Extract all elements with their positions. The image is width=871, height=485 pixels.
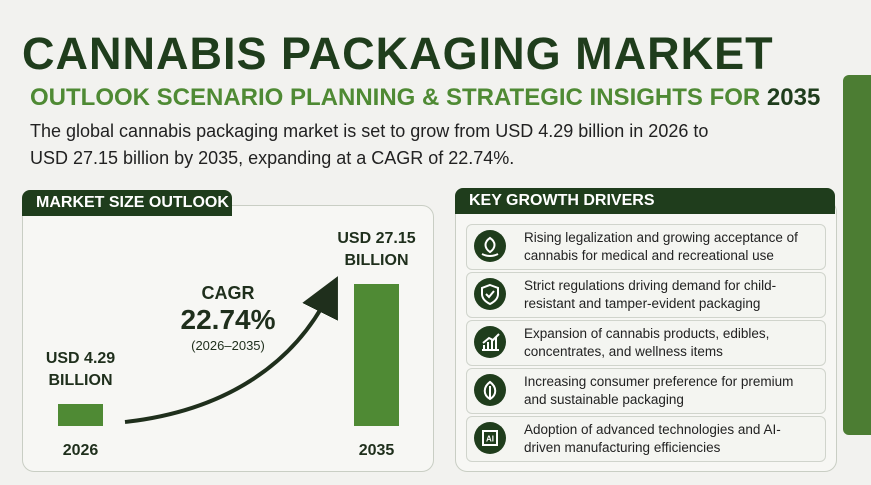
- cagr-period: (2026–2035): [191, 338, 265, 353]
- subtitle: OUTLOOK SCENARIO PLANNING & STRATEGIC IN…: [30, 84, 820, 112]
- subtitle-year: 2035: [766, 84, 821, 111]
- driver-icon: [474, 326, 506, 358]
- driver-text: Strict regulations driving demand for ch…: [524, 278, 777, 311]
- driver-text: Expansion of cannabis products, edibles,…: [524, 326, 770, 359]
- growth-arrow: [124, 276, 338, 424]
- summary: The global cannabis packaging market is …: [30, 121, 709, 168]
- driver-icon: [474, 374, 506, 406]
- cagr-value: 22.74%: [180, 304, 276, 335]
- driver-text: Increasing consumer preference for premi…: [524, 374, 794, 407]
- driver-icon: AI: [474, 422, 506, 454]
- x-tick-label: 2035: [358, 442, 395, 459]
- driver-item: Expansion of cannabis products, edibles,…: [466, 320, 826, 366]
- drivers-title: KEY GROWTH DRIVERS: [455, 188, 835, 214]
- value-label: USD 27.15 BILLION: [337, 230, 416, 269]
- title: CANNABIS PACKAGING MARKET: [22, 28, 774, 79]
- driver-item: AI Adoption of advanced technologies and …: [466, 416, 826, 462]
- driver-icon: [474, 230, 506, 262]
- driver-item: Strict regulations driving demand for ch…: [466, 272, 826, 318]
- driver-text: Rising legalization and growing acceptan…: [524, 230, 798, 263]
- driver-icon: [474, 278, 506, 310]
- cagr-annotation: CAGR 22.74% (2026–2035): [173, 283, 283, 353]
- driver-text: Adoption of advanced technologies and AI…: [524, 422, 781, 455]
- driver-item: Increasing consumer preference for premi…: [466, 368, 826, 414]
- bar: [58, 403, 103, 426]
- cagr-label: CAGR: [201, 283, 255, 303]
- chart-title: MARKET SIZE OUTLOOK: [22, 190, 232, 216]
- x-tick-label: 2026: [62, 442, 99, 459]
- package-image: [843, 75, 871, 435]
- svg-text:AI: AI: [486, 435, 494, 444]
- driver-item: Rising legalization and growing acceptan…: [466, 224, 826, 270]
- value-label: USD 4.29 BILLION: [45, 349, 116, 389]
- subtitle-text: OUTLOOK SCENARIO PLANNING & STRATEGIC IN…: [30, 84, 761, 111]
- bar: [354, 284, 399, 426]
- chart-panel: CAGR 22.74% (2026–2035) USD 4.29 BILLION…: [22, 205, 434, 472]
